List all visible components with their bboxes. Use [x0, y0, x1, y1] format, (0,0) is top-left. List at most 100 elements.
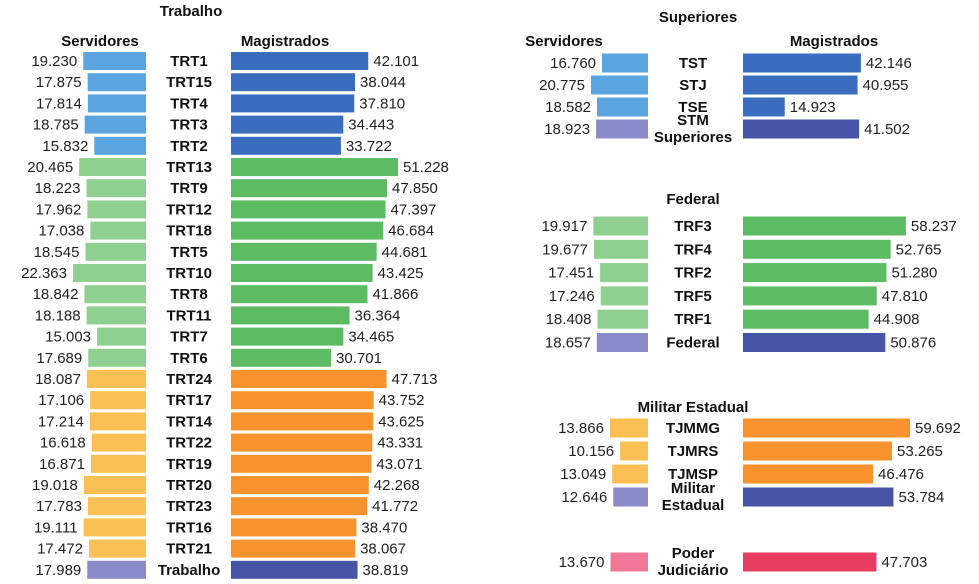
- servidores-bar: [86, 370, 146, 388]
- servidores-bar: [83, 52, 146, 70]
- servidores-value: 18.408: [546, 311, 592, 328]
- magistrados-bar: [231, 348, 332, 367]
- servidores-value: 19.111: [34, 519, 78, 536]
- servidores-bar: [91, 433, 146, 452]
- magistrados-value: 36.364: [355, 307, 401, 324]
- magistrados-bar: [231, 560, 358, 579]
- servidores-bar: [594, 239, 648, 259]
- servidores-bar: [612, 464, 648, 484]
- servidores-bar: [84, 115, 146, 134]
- magistrados-value: 46.476: [878, 466, 924, 483]
- magistrados-bar: [743, 464, 874, 484]
- magistrados-bar: [231, 221, 384, 240]
- servidores-value: 20.465: [27, 159, 73, 176]
- servidores-bar: [602, 53, 648, 73]
- panel-title: Superiores: [659, 9, 737, 26]
- servidores-bar: [613, 487, 648, 507]
- servidores-bar: [87, 560, 146, 579]
- servidores-value: 17.989: [35, 562, 81, 579]
- magistrados-bar: [231, 391, 374, 410]
- servidores-value: 17.246: [549, 288, 595, 305]
- magistrados-value: 43.752: [379, 392, 425, 409]
- magistrados-bar: [231, 433, 373, 452]
- magistrados-value: 43.425: [378, 265, 424, 282]
- servidores-bar: [87, 497, 146, 516]
- servidores-bar: [88, 539, 146, 558]
- magistrados-bar: [231, 115, 344, 134]
- category-label: Federal: [666, 335, 719, 352]
- magistrados-value: 47.850: [392, 180, 438, 197]
- magistrados-value: 34.465: [348, 329, 394, 346]
- magistrados-header: Magistrados: [241, 33, 329, 50]
- servidores-value: 17.689: [36, 350, 82, 367]
- magistrados-bar: [231, 454, 372, 473]
- magistrados-value: 30.701: [336, 350, 382, 367]
- servidores-bar: [88, 348, 146, 367]
- magistrados-bar: [743, 263, 887, 283]
- category-label: TRT19: [166, 456, 212, 473]
- category-label: TJMSP: [668, 466, 718, 483]
- magistrados-bar: [743, 441, 893, 461]
- servidores-bar: [596, 119, 648, 139]
- servidores-value: 18.188: [35, 307, 81, 324]
- category-label: TRT8: [170, 286, 208, 303]
- category-label: TRT6: [170, 350, 208, 367]
- servidores-value: 18.087: [35, 371, 81, 388]
- category-label-line2: Estadual: [662, 497, 725, 514]
- category-label: TJMMG: [666, 420, 720, 437]
- category-label: TRT20: [166, 477, 212, 494]
- magistrados-value: 43.331: [377, 435, 423, 452]
- magistrados-value: 38.067: [360, 541, 406, 558]
- magistrados-bar: [743, 53, 861, 73]
- servidores-bar: [86, 179, 146, 198]
- servidores-value: 13.049: [560, 466, 606, 483]
- category-label: TRT16: [166, 519, 212, 536]
- category-label: TRF3: [674, 218, 712, 235]
- servidores-value: 17.814: [36, 95, 82, 112]
- magistrados-bar: [743, 286, 877, 306]
- magistrados-bar: [231, 73, 356, 92]
- servidores-value: 17.106: [38, 392, 84, 409]
- servidores-value: 16.871: [39, 456, 85, 473]
- category-label: TRT18: [166, 223, 212, 240]
- category-label: TRF2: [674, 265, 712, 282]
- magistrados-bar: [231, 264, 373, 282]
- category-label: TRT21: [166, 541, 212, 558]
- servidores-bar: [73, 264, 146, 282]
- magistrados-bar: [231, 476, 369, 494]
- magistrados-value: 59.692: [915, 420, 961, 437]
- category-label: STM: [677, 112, 709, 129]
- category-label: TRT23: [166, 498, 212, 515]
- servidores-header: Servidores: [525, 33, 603, 50]
- servidores-value: 17.038: [38, 223, 84, 240]
- magistrados-value: 47.713: [392, 371, 438, 388]
- servidores-value: 19.677: [542, 241, 588, 258]
- servidores-value: 17.962: [35, 201, 81, 218]
- magistrados-value: 41.502: [864, 121, 910, 138]
- magistrados-value: 46.684: [388, 223, 434, 240]
- category-label: Militar: [671, 480, 715, 497]
- magistrados-bar: [743, 119, 860, 139]
- category-label: TRT17: [166, 392, 212, 409]
- category-label: TRT10: [166, 265, 212, 282]
- magistrados-value: 42.268: [374, 477, 420, 494]
- servidores-value: 18.785: [33, 117, 79, 134]
- servidores-value: 22.363: [21, 265, 67, 282]
- servidores-value: 16.760: [550, 55, 596, 72]
- magistrados-value: 42.146: [866, 55, 912, 72]
- category-label: TRT7: [170, 329, 208, 346]
- servidores-bar: [83, 476, 146, 494]
- servidores-value: 16.618: [40, 435, 86, 452]
- magistrados-bar: [231, 412, 374, 431]
- servidores-header: Servidores: [61, 33, 139, 50]
- servidores-value: 12.646: [561, 489, 607, 506]
- magistrados-value: 14.923: [790, 99, 836, 116]
- magistrados-value: 51.280: [891, 265, 937, 282]
- magistrados-value: 41.866: [372, 286, 418, 303]
- category-label: TRT11: [166, 307, 211, 324]
- servidores-value: 18.545: [34, 244, 80, 261]
- category-label: TRT1: [170, 53, 208, 70]
- servidores-bar: [84, 285, 146, 304]
- magistrados-bar: [231, 179, 387, 198]
